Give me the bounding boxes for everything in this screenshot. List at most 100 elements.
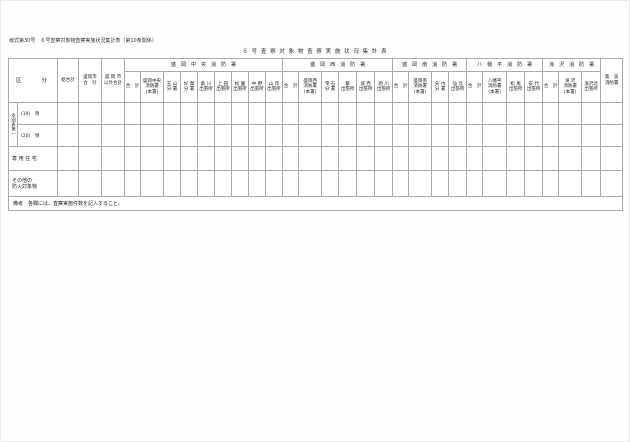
data-cell (248, 170, 267, 197)
data-cell (392, 102, 410, 125)
station-header-1-3: 繋出張所 (338, 71, 358, 103)
data-cell (542, 124, 560, 147)
data-cell (197, 170, 216, 197)
table-row: 令別表第一 (19) 項 (8, 102, 624, 147)
data-cell (231, 170, 250, 197)
data-cell (506, 102, 526, 125)
station-header-0-7: 中 野出張所 (248, 71, 267, 103)
data-cell (197, 102, 216, 125)
group-header-0: 盛 岡 中 央 消 防 署 (124, 58, 284, 72)
data-cell (506, 146, 526, 171)
data-cell (408, 124, 433, 147)
data-cell (466, 146, 484, 171)
data-cell (57, 146, 80, 171)
data-cell (140, 170, 165, 197)
data-cell (124, 170, 142, 197)
data-cell (57, 170, 80, 197)
station-header-3-3: 安 代出張所 (524, 71, 544, 103)
label-line: 消防署 (487, 84, 502, 90)
data-cell (600, 124, 624, 147)
station-header-2-0: 合 計 (392, 71, 410, 103)
data-cell (542, 170, 560, 197)
label-line: 合 計 (83, 80, 97, 86)
label-line: 消防署 (413, 84, 427, 90)
label-line: 出張所 (340, 87, 355, 92)
data-cell (408, 102, 433, 125)
label-line: 消防署 (604, 80, 619, 86)
label-line: 盛岡南 (413, 78, 427, 84)
data-cell (431, 170, 450, 197)
label-line: 出張所 (233, 87, 247, 92)
data-cell (374, 102, 394, 125)
data-cell (338, 146, 358, 171)
data-cell (78, 170, 103, 197)
data-cell (600, 170, 624, 197)
data-cell (124, 146, 142, 171)
data-cell (558, 124, 583, 147)
data-cell (231, 124, 250, 147)
row-label-0: (19) 項 (16, 102, 59, 125)
shiwa-header: 紫 波消防署 (600, 58, 624, 103)
data-cell (482, 102, 508, 125)
label-line: (本署) (145, 89, 159, 95)
data-cell (431, 124, 450, 147)
label-line: 出張所 (199, 87, 213, 92)
station-header-0-8: 山 岸出張所 (265, 71, 284, 103)
data-cell (180, 124, 199, 147)
station-header-0-2: 玉 山分 署 (163, 71, 182, 103)
non-morioka-total-header: 盛 岡 市以外合計 (101, 58, 126, 103)
table-row: その他の 防火対象物 (7, 170, 624, 197)
station-header-3-1: 八幡平 消防署 (本署) (482, 71, 508, 103)
data-cell (298, 170, 323, 197)
data-cell (581, 124, 602, 147)
data-cell (248, 146, 267, 171)
inspection-table: 区 分総合計 盛岡市合 計盛 岡 市以外合計盛 岡 中 央 消 防 署盛 岡 西 … (7, 58, 624, 211)
station-header-0-3: 好 摩分 署 (180, 71, 199, 103)
data-cell (140, 146, 165, 171)
data-cell (321, 102, 340, 125)
data-cell (231, 146, 250, 171)
label-line: 山 岸 (268, 81, 280, 87)
data-cell (248, 102, 267, 125)
station-header-1-0: 合 計 (282, 71, 300, 103)
data-cell (298, 146, 323, 171)
data-cell (408, 170, 433, 197)
data-cell (482, 170, 508, 197)
data-cell (392, 124, 410, 147)
label-line: 滝沢北 (584, 81, 598, 87)
station-header-0-4: 薮 川出張所 (197, 71, 216, 103)
label-line: 消防署 (303, 84, 317, 90)
data-cell (214, 102, 233, 125)
label-line: 安 代 (528, 81, 539, 87)
station-header-3-0: 合 計 (466, 71, 484, 103)
data-cell (78, 102, 103, 125)
data-cell (431, 102, 450, 125)
station-header-2-3: 仙 北出張所 (448, 71, 468, 103)
data-cell (124, 124, 142, 147)
label-line: 松 尾 (510, 81, 521, 87)
label-line: 紫 波 (604, 75, 619, 80)
data-cell (321, 146, 340, 171)
data-cell (298, 124, 323, 147)
label-line: 雫 石 (324, 81, 336, 87)
row-group-label: 令別表第一 (8, 102, 18, 147)
group-header-1: 盛 岡 西 消 防 署 (282, 58, 394, 72)
label-line: 合 計 (125, 84, 140, 90)
data-cell (78, 146, 103, 171)
label-line: 盛 岡 市 (104, 75, 122, 80)
data-cell (600, 102, 624, 125)
data-cell (558, 170, 583, 197)
data-cell (163, 170, 182, 197)
label-line: 出張所 (250, 87, 264, 92)
data-cell (163, 146, 182, 171)
data-cell (356, 124, 376, 147)
data-cell (524, 124, 544, 147)
station-header-2-2: 矢 巾分 署 (431, 71, 450, 103)
label-line: 出張所 (508, 87, 523, 92)
data-cell (101, 170, 126, 197)
station-header-1-1: 盛岡西 消防署 (本署) (298, 71, 323, 103)
data-cell (78, 124, 103, 147)
row-label-1: (20) 項 (16, 124, 59, 147)
data-cell (101, 102, 126, 125)
data-cell (101, 146, 126, 171)
